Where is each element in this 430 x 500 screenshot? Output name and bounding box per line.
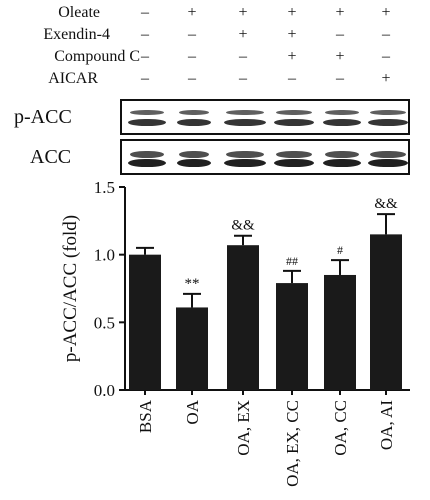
significance-mark: # [337,243,343,257]
treatment-label: Oleate [58,4,100,21]
treatment-mark: – [141,26,149,43]
significance-mark: ** [185,276,200,292]
treatment-mark: – [141,48,149,65]
category-label: OA, AI [377,400,396,450]
treatment-mark: + [381,70,391,87]
blot-band [128,159,166,167]
treatment-mark: – [141,4,149,21]
blot-band [368,159,408,167]
treatment-mark: – [239,48,247,65]
blot-label: ACC [30,146,72,168]
bar [176,307,208,390]
significance-mark: && [374,196,398,212]
blot-band [274,159,314,167]
category-label: OA, CC [331,400,350,456]
blot-band [179,110,209,115]
treatment-mark: – [188,26,196,43]
treatment-label: Compound C [54,48,140,65]
category-label: OA, EX, CC [283,400,302,487]
treatment-mark: – [288,70,296,87]
category-label: OA, EX [234,400,253,456]
treatment-mark: – [336,70,344,87]
treatment-row: Exendin-4 – – + + – – [0,24,430,46]
treatment-mark: – [141,70,149,87]
treatment-mark: – [188,48,196,65]
treatment-mark: + [335,48,345,65]
bar [129,254,161,390]
blot-band [323,159,361,167]
treatment-mark: + [287,26,297,43]
blot-band [226,151,264,158]
treatment-label: AICAR [48,70,98,87]
y-tick-label: 1.5 [94,178,115,197]
blot-band [226,110,264,115]
treatment-mark: – [336,26,344,43]
blot-band [179,151,209,158]
treatment-mark: – [188,70,196,87]
treatment-mark: – [382,26,390,43]
treatment-label: Exendin-4 [43,26,110,43]
blot-band [370,151,406,158]
blot-band [130,151,164,158]
significance-mark: ## [286,254,298,268]
blot-panel [120,99,410,135]
blot-label: p-ACC [14,106,72,128]
category-label: BSA [136,399,155,433]
treatment-mark: + [287,4,297,21]
blot-band [276,151,312,158]
blot-band [325,110,359,115]
treatment-mark: + [238,26,248,43]
blot-band [325,151,359,158]
blot-band [368,119,408,126]
y-tick-label: 0.0 [94,381,115,400]
bar [276,283,308,390]
treatment-mark: + [238,4,248,21]
treatment-mark: + [335,4,345,21]
category-label: OA [183,399,202,424]
bar [370,234,402,390]
treatment-row: AICAR – – – – – + [0,68,430,90]
blot-band [177,119,211,126]
blot-band [128,119,166,126]
treatment-mark: + [187,4,197,21]
treatment-mark: + [287,48,297,65]
blot-band [177,159,211,167]
treatment-mark: + [381,4,391,21]
treatment-row: Compound C – – – + + – [0,46,430,68]
bar [324,274,356,390]
blot-band [370,110,406,115]
blot-band [224,159,266,167]
blot-band [130,110,164,115]
blot-band [276,110,312,115]
y-tick-label: 0.5 [94,313,115,332]
y-axis-label: p-ACC/ACC (fold) [60,215,81,362]
y-tick-label: 1.0 [94,246,115,265]
bar-chart: 0.0 0.5 1.0 1.5 p-ACC/ACC (fold) BSA ** OA && OA,… [60,178,410,487]
blot-band [323,119,361,126]
bar [227,245,259,390]
blot-band [274,119,314,126]
treatment-mark: – [382,48,390,65]
treatment-mark: – [239,70,247,87]
blot-band [224,119,266,126]
treatment-row: Oleate – + + + + + [0,2,430,24]
blot-panel [120,139,410,175]
significance-mark: && [231,218,255,234]
